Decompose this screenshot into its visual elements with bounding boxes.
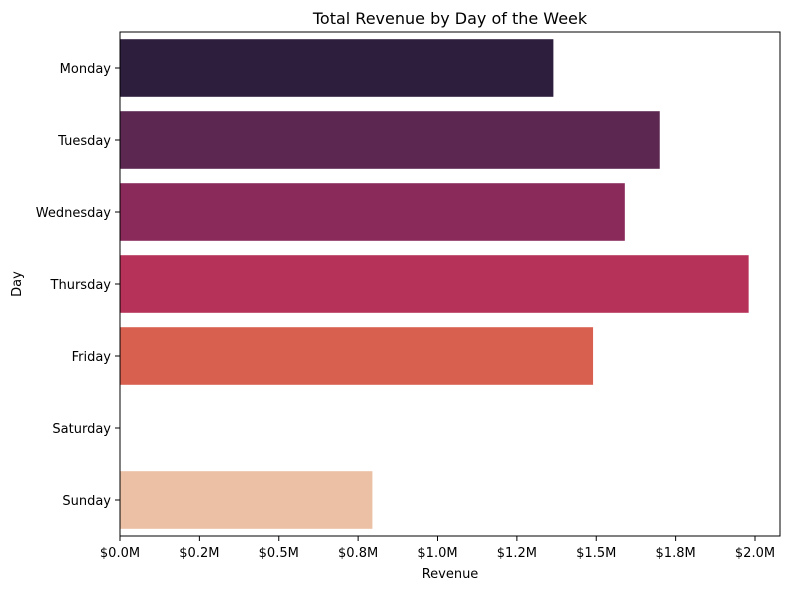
y-tick-label-monday: Monday — [60, 62, 112, 77]
y-axis-label: Day — [10, 271, 25, 297]
bar-monday — [120, 39, 554, 97]
chart-title: Total Revenue by Day of the Week — [312, 9, 588, 28]
y-tick-label-wednesday: Wednesday — [36, 206, 112, 221]
y-tick-label-thursday: Thursday — [50, 278, 112, 293]
x-tick-label: $1.0M — [417, 546, 457, 561]
bar-wednesday — [120, 183, 625, 241]
bars-group — [120, 39, 749, 529]
y-tick-label-saturday: Saturday — [52, 422, 111, 437]
x-tick-label: $0.8M — [338, 546, 378, 561]
x-tick-label: $1.5M — [576, 546, 616, 561]
bar-friday — [120, 327, 594, 385]
x-tick-label: $0.2M — [179, 546, 219, 561]
y-tick-label-friday: Friday — [72, 350, 112, 365]
x-tick-label: $2.0M — [735, 546, 775, 561]
x-tick-label: $1.2M — [497, 546, 537, 561]
y-tick-label-sunday: Sunday — [62, 494, 111, 509]
bar-sunday — [120, 471, 373, 529]
bar-thursday — [120, 255, 749, 313]
x-tick-label: $0.0M — [100, 546, 140, 561]
y-axis: Monday Tuesday Wednesday Thursday Friday Satu… — [36, 62, 120, 509]
x-axis-label: Revenue — [422, 567, 479, 582]
x-tick-label: $0.5M — [259, 546, 299, 561]
y-tick-label-tuesday: Tuesday — [57, 134, 111, 149]
bar-tuesday — [120, 111, 660, 169]
x-tick-label: $1.8M — [656, 546, 696, 561]
x-axis: $0.0M $0.2M $0.5M $0.8M $1.0M $1.2M $1.5M $1.8M… — [100, 536, 775, 561]
